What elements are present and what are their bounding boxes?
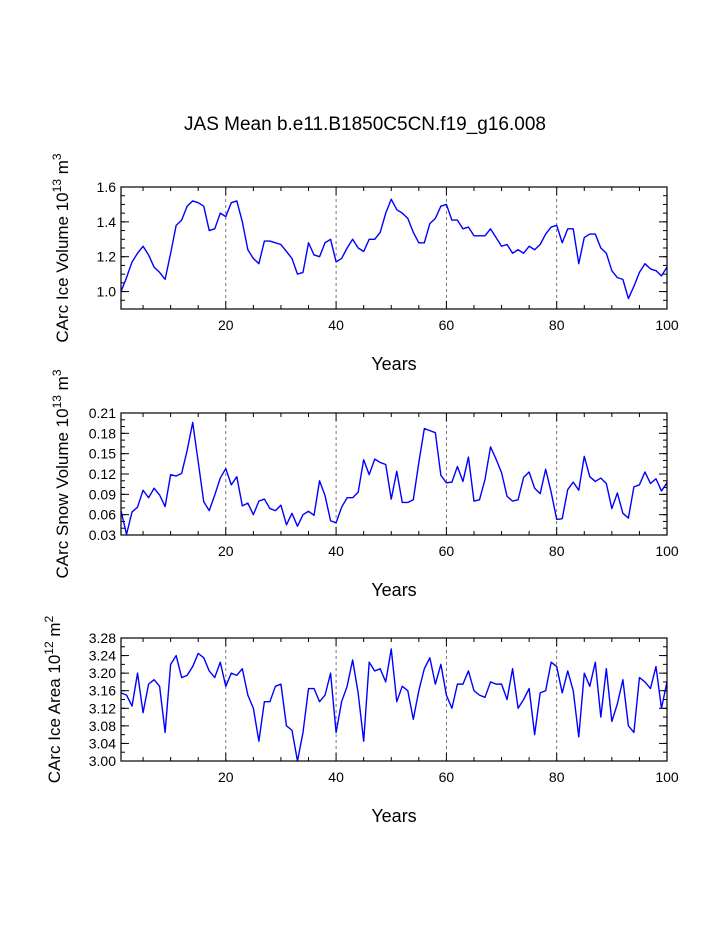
y-tick-label: 1.4 <box>97 214 117 230</box>
x-tick-label: 100 <box>655 769 679 785</box>
x-tick-label: 20 <box>218 769 234 785</box>
y-tick-label: 3.28 <box>89 630 116 646</box>
x-tick-label: 80 <box>549 543 565 559</box>
y-tick-label: 3.04 <box>89 735 116 751</box>
y-axis-label-text: CArc Snow Volume 10 <box>53 408 72 578</box>
x-tick-label: 20 <box>218 543 234 559</box>
y-tick-label: 3.16 <box>89 683 116 699</box>
y-axis-label-superscript: 12 <box>42 641 56 655</box>
series-line-snow-volume <box>120 421 668 536</box>
figure-title: JAS Mean b.e11.B1850C5CN.f19_g16.008 <box>184 114 546 135</box>
x-axis-label: Years <box>371 580 416 600</box>
y-tick-label: 1.6 <box>97 179 117 195</box>
y-axis-label-superscript: 2 <box>42 615 56 622</box>
x-tick-label: 20 <box>218 317 234 333</box>
x-axis-label: Years <box>371 806 416 826</box>
x-tick-label: 40 <box>328 317 344 333</box>
y-axis-label: CArc Snow Volume 1013 m3 <box>50 369 72 578</box>
y-tick-label: 3.24 <box>89 648 116 664</box>
y-axis-label-superscript: 13 <box>50 395 64 409</box>
y-axis-label: CArc Ice Area 1012 m2 <box>42 615 64 783</box>
y-tick-label: 0.18 <box>89 425 116 441</box>
y-tick-label: 3.08 <box>89 718 116 734</box>
x-tick-label: 40 <box>328 769 344 785</box>
x-tick-label: 100 <box>655 317 679 333</box>
y-axis-label: CArc Ice Volume 1013 m3 <box>50 153 72 343</box>
panel-snow-volume: 20 40 60 80 100 0.03 0.06 0.09 0.12 0.15 0.18 0.21 Y… <box>50 369 679 600</box>
y-axis-label-superscript: 3 <box>50 153 64 160</box>
y-axis-label-superscript: 3 <box>50 369 64 376</box>
series-line-ice-volume <box>120 198 668 300</box>
y-tick-label: 0.12 <box>89 466 116 482</box>
x-tick-label: 80 <box>549 317 565 333</box>
y-axis-label-text: m <box>53 376 72 395</box>
x-tick-label: 40 <box>328 543 344 559</box>
plot-frame <box>120 186 668 310</box>
x-tick-label: 60 <box>439 543 455 559</box>
panel-ice-volume: 20 40 60 80 100 1.0 1.2 1.4 1.6 Years CArc Ice Vol… <box>50 153 679 374</box>
x-tick-label: 60 <box>439 769 455 785</box>
y-tick-label: 1.0 <box>97 284 117 300</box>
series-line-ice-area <box>120 648 668 762</box>
y-tick-label: 3.12 <box>89 700 116 716</box>
y-tick-label: 3.00 <box>89 753 116 769</box>
x-tick-label: 60 <box>439 317 455 333</box>
y-axis-label-text: CArc Ice Volume 10 <box>53 192 72 342</box>
x-tick-label: 80 <box>549 769 565 785</box>
y-tick-label: 0.15 <box>89 446 116 462</box>
x-tick-label: 100 <box>655 543 679 559</box>
y-tick-label: 0.09 <box>89 486 116 502</box>
y-tick-label: 0.21 <box>89 405 116 421</box>
y-tick-label: 1.2 <box>97 249 117 265</box>
y-axis-label-text: m <box>45 622 64 641</box>
y-tick-label: 0.03 <box>89 527 116 543</box>
y-axis-label-text: CArc Ice Area 10 <box>45 655 64 784</box>
y-axis-label-text: m <box>53 160 72 179</box>
y-axis-label-superscript: 13 <box>50 179 64 193</box>
y-tick-label: 0.06 <box>89 507 116 523</box>
panel-ice-area: 20 40 60 80 100 3.00 3.043.08 3.123.16 3.203.24 3… <box>42 615 679 826</box>
y-tick-label: 3.20 <box>89 665 116 681</box>
plot-frame <box>120 637 668 762</box>
x-axis-label: Years <box>371 354 416 374</box>
plot-frame <box>120 412 668 536</box>
